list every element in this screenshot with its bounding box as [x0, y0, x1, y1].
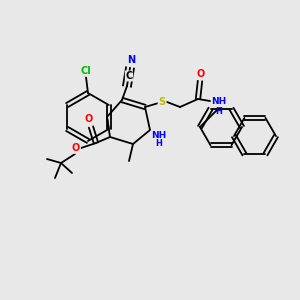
Text: O: O [85, 114, 93, 124]
Text: O: O [197, 69, 205, 79]
Text: Cl: Cl [81, 66, 92, 76]
Text: NH: NH [212, 98, 226, 106]
Text: H: H [156, 139, 162, 148]
Text: C: C [125, 71, 133, 81]
Text: NH: NH [152, 130, 166, 140]
Text: S: S [158, 97, 166, 107]
Text: O: O [72, 143, 80, 153]
Text: N: N [127, 55, 135, 65]
Text: H: H [216, 106, 222, 116]
